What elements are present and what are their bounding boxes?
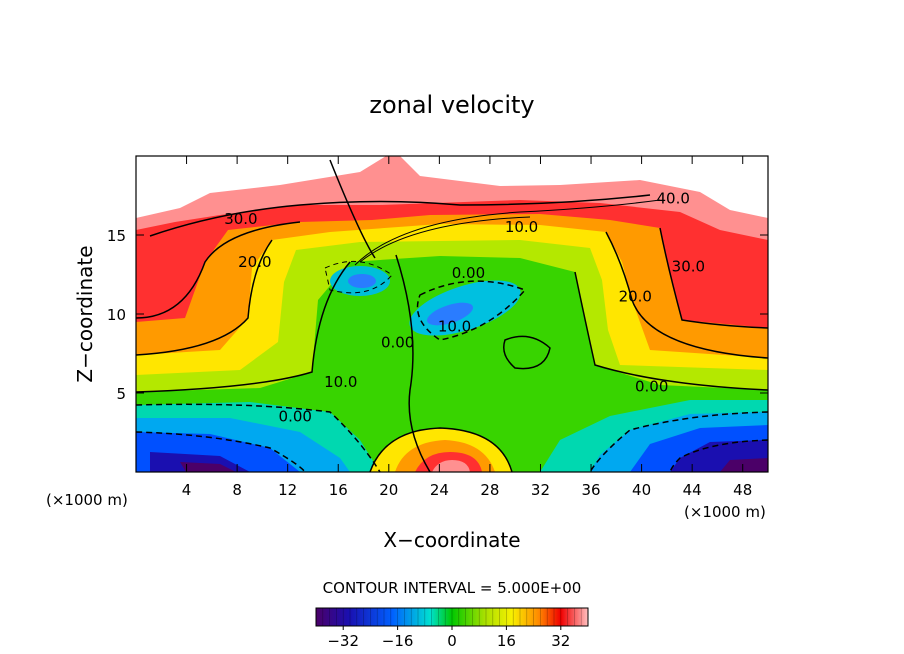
contour-label: 0.00 — [279, 408, 312, 426]
y-tick-label: 10 — [107, 306, 126, 324]
x-axis: 4 8 12 16 20 24 28 32 36 40 44 48 — [182, 156, 752, 499]
contour-label: 0.00 — [635, 378, 668, 396]
x-tick-label: 48 — [733, 481, 752, 499]
x-tick-label: 44 — [683, 481, 702, 499]
colorbar: −32 −16 0 16 32 — [315, 607, 589, 650]
contour-label: 40.0 — [656, 190, 689, 208]
contour-label: 10.0 — [324, 373, 357, 391]
x-unit-left: (×1000 m) — [46, 491, 128, 509]
contour-field — [136, 156, 768, 472]
contour-interval: CONTOUR INTERVAL = 5.000E+00 — [323, 579, 582, 597]
x-tick-label: 12 — [278, 481, 297, 499]
x-tick-label: 28 — [480, 481, 499, 499]
x-tick-label: 16 — [329, 481, 348, 499]
colorbar-tick-label: −16 — [382, 632, 414, 650]
x-tick-label: 8 — [232, 481, 242, 499]
contour-labels: 40.0 30.0 10.0 20.0 0.00 30.0 20.0 10.0 0.00 10.0… — [224, 190, 705, 426]
x-tick-label: 36 — [581, 481, 600, 499]
y-axis: 5 10 15 — [107, 227, 768, 403]
x-tick-label: 40 — [632, 481, 651, 499]
contour-label: 10.0 — [438, 318, 471, 336]
x-axis-label: X−coordinate — [383, 528, 520, 552]
y-tick-label: 15 — [107, 227, 126, 245]
x-unit-right: (×1000 m) — [684, 503, 766, 521]
x-tick-label: 20 — [379, 481, 398, 499]
x-tick-label: 24 — [430, 481, 449, 499]
contour-label: 10.0 — [505, 218, 538, 236]
contour-label: 30.0 — [672, 258, 705, 276]
y-tick-label: 5 — [116, 385, 126, 403]
contour-label: 30.0 — [224, 210, 257, 228]
colorbar-tick-label: −32 — [327, 632, 359, 650]
contour-label: 0.00 — [452, 264, 485, 282]
x-tick-label: 32 — [531, 481, 550, 499]
x-tick-label: 4 — [182, 481, 192, 499]
y-axis-label: Z−coordinate — [73, 245, 97, 382]
colorbar-tick-label: 32 — [551, 632, 570, 650]
contour-label: 20.0 — [238, 253, 271, 271]
colorbar-tick-label: 0 — [447, 632, 457, 650]
colorbar-tick-label: 16 — [497, 632, 516, 650]
colorbar-ticks: −32 −16 0 16 32 — [315, 608, 589, 650]
contour-label: 0.00 — [381, 333, 414, 351]
chart-title: zonal velocity — [369, 91, 534, 119]
contour-label: 20.0 — [619, 288, 652, 306]
